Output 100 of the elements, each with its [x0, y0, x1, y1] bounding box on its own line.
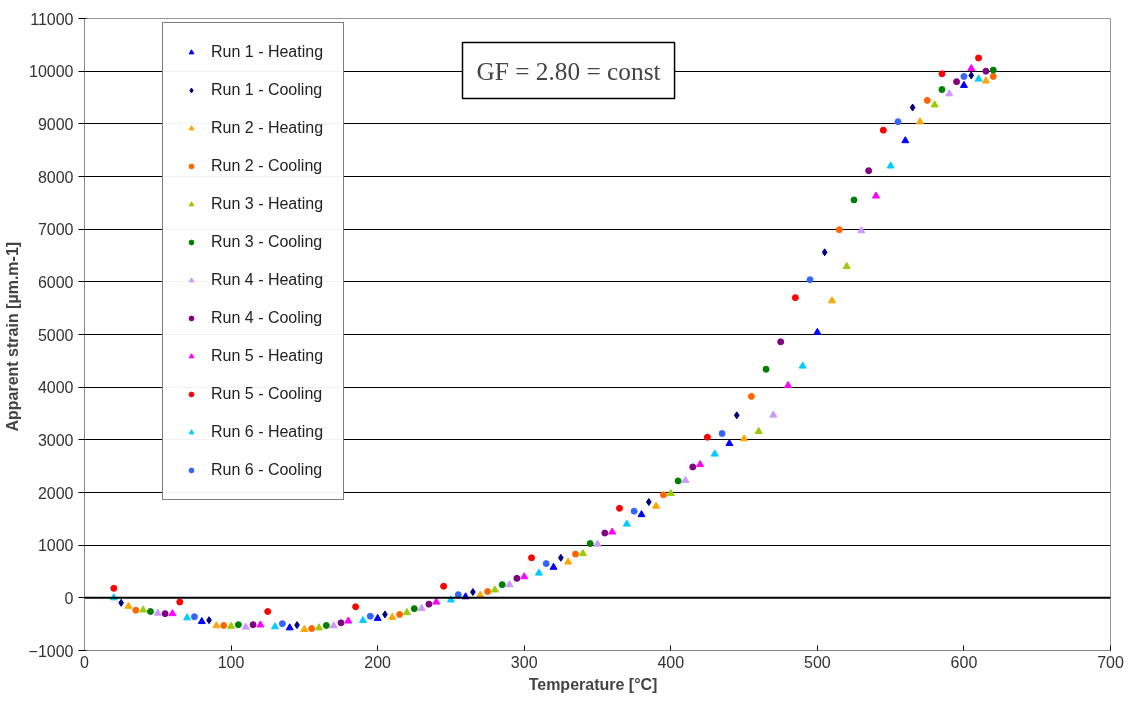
point: [549, 562, 558, 570]
x-tick-label: 100: [217, 653, 245, 671]
point: [615, 504, 623, 512]
point: [227, 621, 236, 629]
x-tick-label: 300: [510, 653, 538, 671]
legend-label: Run 5 - Cooling: [211, 385, 323, 403]
point: [505, 580, 514, 588]
point: [806, 276, 814, 284]
point: [308, 625, 316, 633]
point: [828, 296, 837, 304]
point: [622, 519, 631, 527]
point: [528, 554, 536, 562]
x-tick-label: 200: [364, 653, 392, 671]
point: [674, 477, 682, 485]
point: [586, 540, 594, 548]
point: [352, 603, 360, 611]
point: [490, 585, 499, 593]
point: [446, 595, 455, 603]
point: [689, 463, 697, 471]
point: [842, 262, 851, 270]
point: [608, 527, 617, 535]
legend-label: Run 3 - Heating: [211, 195, 324, 213]
point: [923, 96, 931, 104]
point: [241, 622, 250, 630]
point: [938, 70, 946, 78]
point: [909, 103, 916, 112]
point: [153, 608, 162, 616]
point: [659, 491, 667, 499]
point: [124, 601, 133, 609]
point: [484, 588, 492, 596]
point: [513, 574, 521, 582]
point: [572, 550, 580, 558]
point: [784, 381, 793, 389]
point: [718, 430, 726, 438]
point: [578, 549, 587, 557]
point: [432, 597, 441, 605]
point: [168, 609, 177, 617]
point: [865, 167, 873, 175]
point: [968, 71, 975, 80]
point: [264, 608, 272, 616]
point: [630, 507, 638, 515]
x-tick-label: 500: [804, 653, 831, 671]
point: [498, 581, 506, 589]
point: [425, 600, 433, 608]
point: [373, 613, 382, 621]
point: [402, 608, 411, 616]
x-tick-label: 400: [657, 653, 685, 671]
point: [879, 126, 887, 134]
point: [366, 612, 374, 620]
point: [798, 361, 807, 369]
point: [886, 161, 895, 169]
point: [981, 76, 990, 84]
legend-label: Run 5 - Heating: [211, 347, 324, 365]
point: [454, 591, 462, 599]
point: [146, 608, 154, 616]
point: [850, 196, 858, 204]
point: [813, 327, 822, 335]
legend-label: Run 2 - Heating: [211, 119, 324, 137]
point: [410, 605, 418, 613]
legend-label: Run 3 - Cooling: [211, 233, 323, 251]
point: [835, 226, 843, 234]
y-tick-label: 4000: [37, 379, 74, 397]
point: [733, 411, 740, 420]
point: [183, 613, 192, 621]
point: [322, 621, 330, 629]
point: [388, 612, 397, 620]
point: [652, 501, 661, 509]
y-tick-label: 3000: [37, 431, 74, 449]
point: [249, 621, 257, 629]
y-tick-label: 10000: [29, 63, 74, 81]
point: [396, 610, 404, 618]
x-tick-label: 600: [950, 653, 978, 671]
point: [959, 80, 968, 88]
point: [982, 67, 990, 75]
y-axis-title: Apparent strain [µm.m-1]: [3, 241, 21, 432]
point: [747, 392, 755, 400]
point: [915, 117, 924, 125]
point: [740, 434, 749, 442]
y-tick-label: 1000: [37, 537, 74, 555]
point: [337, 619, 345, 627]
legend-label: Run 4 - Heating: [211, 271, 324, 289]
point: [300, 624, 309, 632]
legend-label: Run 1 - Cooling: [211, 81, 323, 99]
y-tick-label: 7000: [37, 221, 74, 239]
point: [564, 557, 573, 565]
point: [110, 584, 118, 592]
y-tick-label: −1000: [28, 642, 74, 660]
point: [762, 365, 770, 373]
point: [953, 78, 961, 86]
y-tick-label: 5000: [37, 326, 74, 344]
y-tick-label: 2000: [37, 484, 74, 502]
y-tick-label: 8000: [37, 168, 74, 186]
legend-label: Run 1 - Heating: [211, 43, 324, 61]
point: [637, 510, 646, 518]
point: [791, 294, 799, 302]
point: [975, 54, 983, 62]
legend-label: Run 4 - Cooling: [211, 309, 323, 327]
point: [703, 433, 711, 441]
point: [967, 63, 976, 72]
point: [901, 136, 910, 144]
